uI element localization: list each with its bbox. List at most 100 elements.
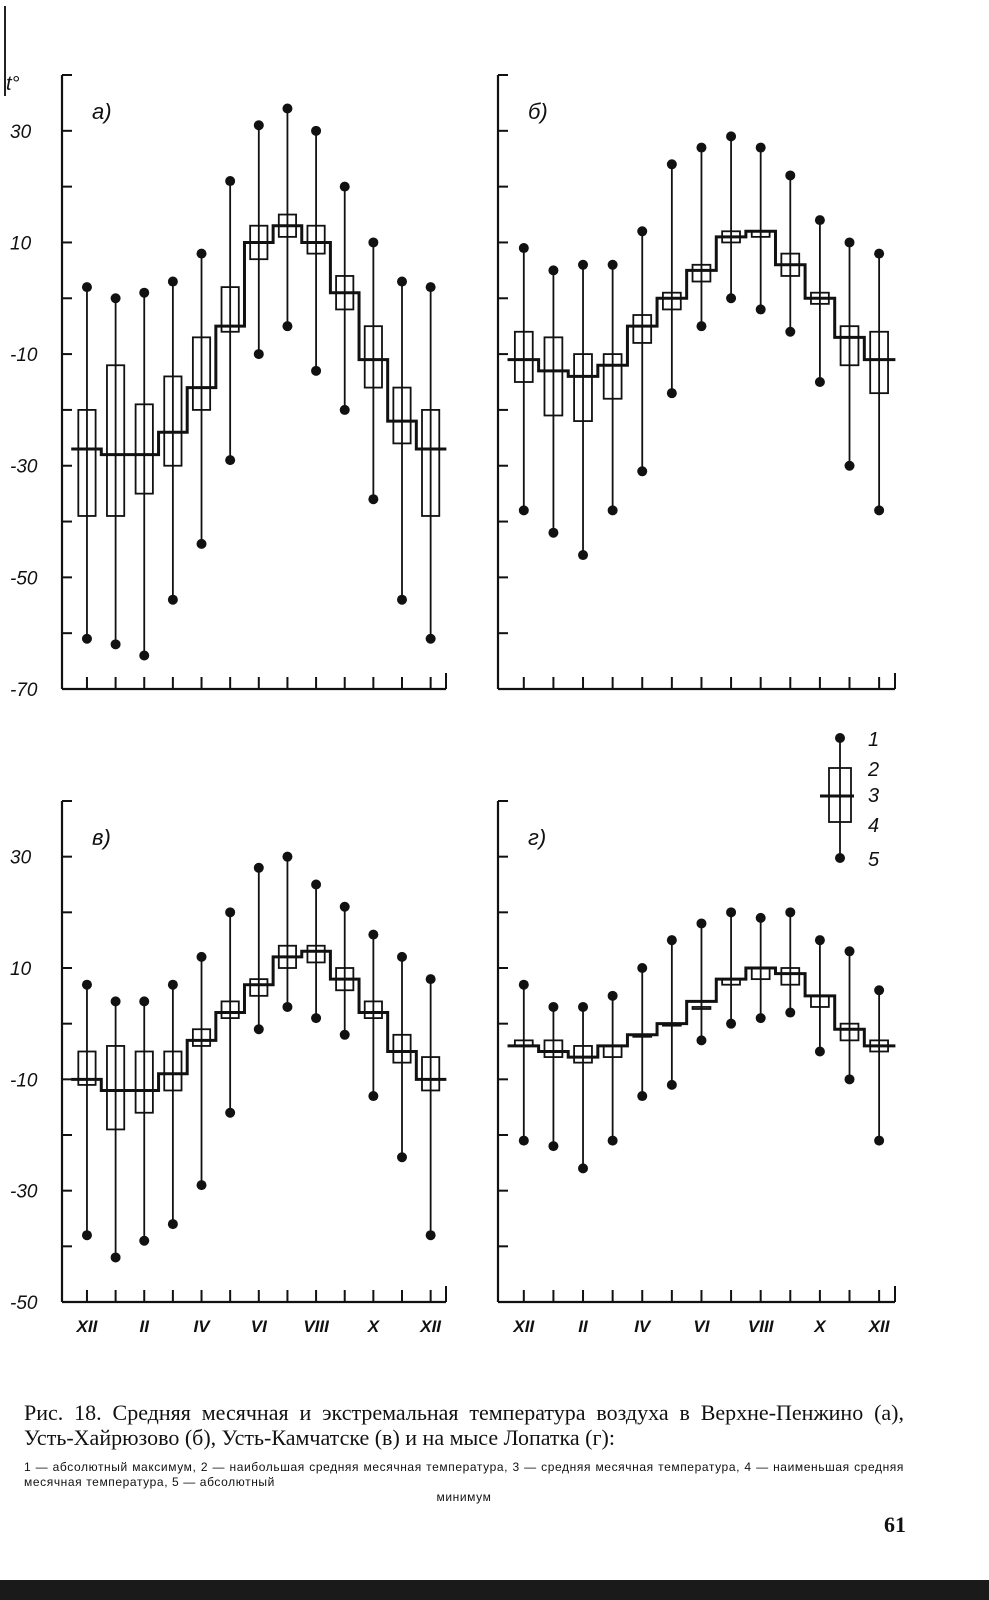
abs-min-point xyxy=(81,1230,92,1241)
abs-min-point xyxy=(785,1007,796,1018)
range-box xyxy=(421,409,441,517)
abs-max-point xyxy=(425,974,436,985)
abs-min-point xyxy=(607,505,618,516)
range-box xyxy=(602,353,623,400)
panel-label: б) xyxy=(528,99,548,124)
abs-min-point xyxy=(425,1230,436,1241)
abs-min-point xyxy=(368,1091,379,1102)
range-box xyxy=(691,263,712,283)
range-box xyxy=(691,1006,712,1010)
range-box xyxy=(839,1022,860,1042)
abs-min-point xyxy=(755,304,766,315)
abs-min-point xyxy=(425,633,436,644)
abs-max-point xyxy=(548,265,559,276)
range-box xyxy=(392,386,412,445)
abs-min-point xyxy=(726,293,737,304)
page-number: 61 xyxy=(884,1512,906,1537)
abs-min-point xyxy=(666,1079,677,1090)
abs-min-point xyxy=(578,1163,589,1174)
range-box xyxy=(163,1050,183,1092)
abs-min-point xyxy=(225,1107,236,1118)
x-tick-label: IV xyxy=(193,1317,211,1336)
panel-label: а) xyxy=(92,99,112,124)
abs-max-point xyxy=(755,912,766,923)
abs-max-point xyxy=(339,181,350,192)
x-tick-label: VI xyxy=(251,1317,268,1336)
y-tick-label: 30 xyxy=(10,848,32,869)
y-unit-label: t° xyxy=(6,73,20,95)
abs-min-point xyxy=(139,650,150,661)
abs-min-point xyxy=(874,1135,885,1146)
y-tick-label: -10 xyxy=(10,345,38,366)
range-box xyxy=(662,291,682,311)
legend-number: 4 xyxy=(868,815,879,837)
x-tick-label: XII xyxy=(76,1317,99,1336)
abs-max-point xyxy=(397,951,407,962)
abs-min-point xyxy=(696,1035,707,1046)
range-box xyxy=(220,286,240,333)
x-tick-label: XII xyxy=(512,1317,535,1336)
abs-min-point xyxy=(578,550,589,561)
range-box xyxy=(392,1033,412,1064)
legend-number: 2 xyxy=(867,759,879,781)
abs-min-point xyxy=(637,466,648,477)
legend-abs-min-point xyxy=(835,853,845,863)
abs-min-point xyxy=(311,1013,322,1024)
legend-abs-max-point xyxy=(835,733,845,743)
abs-max-point xyxy=(726,131,737,142)
abs-min-point xyxy=(110,639,121,650)
abs-max-point xyxy=(844,946,855,957)
abs-max-point xyxy=(696,142,707,153)
range-box xyxy=(306,944,326,964)
abs-max-point xyxy=(368,237,379,248)
x-tick-label: VIII xyxy=(748,1317,775,1336)
abs-max-point xyxy=(253,862,264,873)
abs-max-point xyxy=(696,918,707,929)
abs-max-point xyxy=(607,259,618,270)
y-tick-label: 10 xyxy=(10,959,32,980)
abs-max-point xyxy=(282,103,293,114)
range-box xyxy=(780,967,801,986)
range-box xyxy=(573,353,593,422)
abs-max-point xyxy=(755,142,766,153)
caption-legend: 1 — абсолютный максимум, 2 — наибольшая … xyxy=(24,1460,904,1505)
abs-min-point xyxy=(814,1046,825,1057)
abs-min-point xyxy=(368,494,379,505)
x-tick-label: IV xyxy=(634,1317,652,1336)
caption-legend-text: 1 — абсолютный максимум, 2 — наибольшая … xyxy=(24,1460,904,1489)
y-tick-label: -50 xyxy=(10,568,38,589)
x-tick-label: II xyxy=(578,1317,589,1336)
abs-max-point xyxy=(726,907,737,918)
abs-min-point xyxy=(253,349,264,360)
abs-min-point xyxy=(167,594,178,605)
y-tick-label: 30 xyxy=(10,122,32,143)
panel-label: г) xyxy=(528,825,546,850)
range-box xyxy=(632,314,653,344)
x-tick-label: X xyxy=(367,1317,381,1336)
abs-max-point xyxy=(196,248,207,259)
abs-max-point xyxy=(282,851,293,862)
range-box xyxy=(106,364,126,517)
caption-legend-end: минимум xyxy=(436,1490,492,1504)
abs-min-point xyxy=(139,1235,150,1246)
abs-max-point xyxy=(253,120,264,131)
abs-max-point xyxy=(814,935,825,946)
abs-min-point xyxy=(548,527,559,538)
x-tick-label: XII xyxy=(419,1317,442,1336)
abs-max-point xyxy=(518,243,529,254)
abs-min-point xyxy=(81,633,92,644)
abs-min-point xyxy=(666,388,677,399)
abs-min-point xyxy=(311,365,322,376)
abs-max-point xyxy=(110,996,121,1007)
range-box xyxy=(839,325,860,367)
abs-max-point xyxy=(339,901,350,912)
mean-step-line xyxy=(71,224,447,457)
abs-max-point xyxy=(397,276,407,287)
abs-max-point xyxy=(311,125,322,136)
mean-step-line xyxy=(507,229,896,378)
range-box xyxy=(543,1039,564,1058)
x-tick-label: VIII xyxy=(303,1317,330,1336)
abs-min-point xyxy=(696,321,707,332)
abs-min-point xyxy=(225,455,236,466)
